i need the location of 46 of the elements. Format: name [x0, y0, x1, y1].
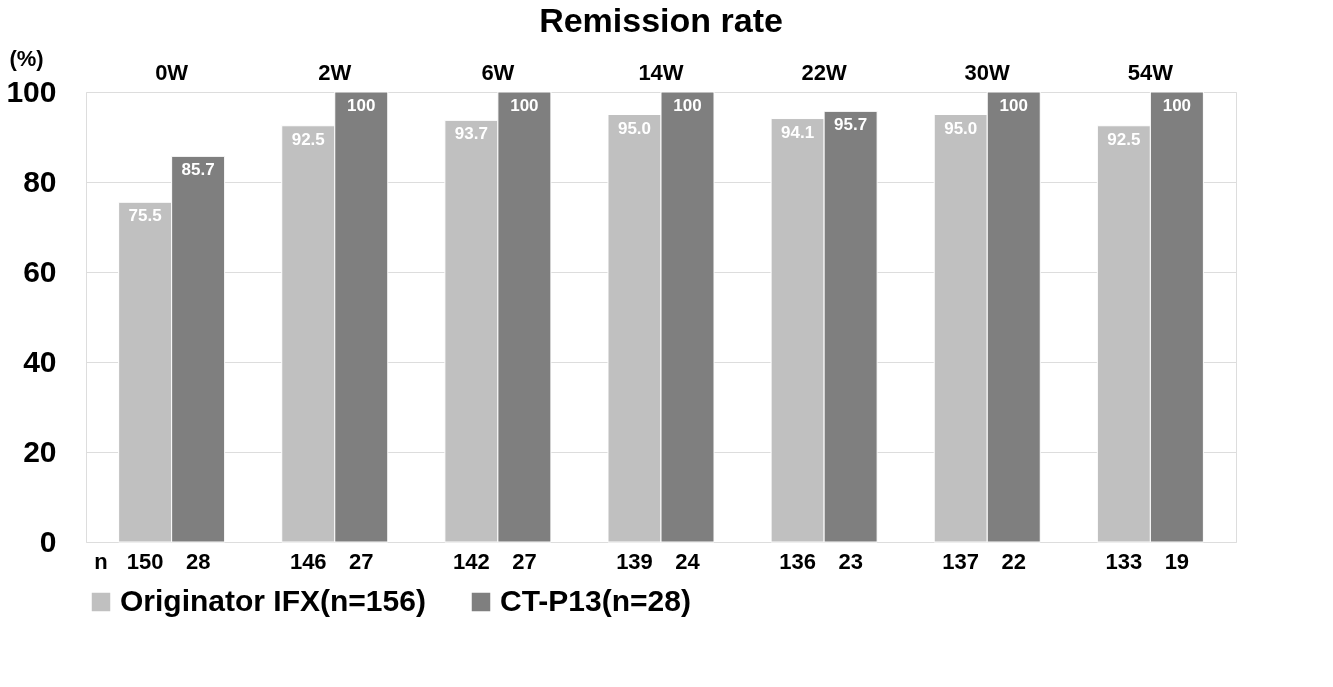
legend-label: Originator IFX(n=156)	[120, 584, 426, 617]
text: 142	[453, 549, 490, 574]
data-label: 100	[1162, 96, 1192, 115]
text: 28	[185, 549, 211, 574]
data-label: 75.5	[128, 206, 162, 226]
chart-title: Remission rate	[539, 1, 783, 39]
data-label: 92.5	[291, 129, 325, 149]
data-label: 100	[510, 96, 539, 115]
text: 27	[349, 549, 374, 574]
text: 150	[126, 549, 164, 574]
x-tick-label: 0W	[155, 59, 189, 85]
text: 136	[779, 549, 816, 574]
data-label: 85.7	[181, 160, 215, 180]
y-tick-label: 100	[6, 74, 57, 108]
x-tick-label: 30W	[964, 59, 1011, 85]
data-label: 94.1	[781, 122, 815, 142]
data-label: 95.7	[834, 115, 868, 135]
text: 23	[838, 549, 863, 574]
text: 27	[512, 549, 537, 574]
data-label: 92.5	[1107, 129, 1141, 149]
data-label: 95.0	[944, 118, 978, 138]
y-tick-label: 20	[23, 434, 57, 468]
text: n	[94, 549, 108, 574]
x-tick-label: 22W	[801, 59, 847, 85]
text: 19	[1164, 549, 1190, 574]
y-axis-title: (%)	[9, 45, 44, 71]
x-tick-label: 14W	[638, 59, 684, 85]
data-label: 95.0	[617, 118, 652, 138]
y-tick-label: 40	[23, 344, 57, 378]
text: 137	[942, 549, 980, 574]
y-tick-label: 60	[23, 254, 57, 288]
data-label: 100	[999, 96, 1028, 115]
text: 139	[616, 549, 653, 574]
legend-label: CT-P13(n=28)	[500, 584, 691, 617]
y-tick-label: 80	[23, 164, 57, 198]
y-tick-label: 0	[39, 524, 57, 558]
text: 22	[1001, 549, 1026, 574]
x-tick-label: 2W	[318, 59, 352, 85]
x-tick-label: 6W	[481, 59, 515, 85]
text: 133	[1105, 549, 1143, 574]
data-label: 100	[347, 96, 376, 115]
x-tick-label: 54W	[1127, 59, 1174, 85]
data-label: 93.7	[454, 124, 488, 144]
text: 146	[289, 549, 327, 574]
text: 24	[675, 549, 701, 574]
data-label: 100	[673, 96, 702, 115]
